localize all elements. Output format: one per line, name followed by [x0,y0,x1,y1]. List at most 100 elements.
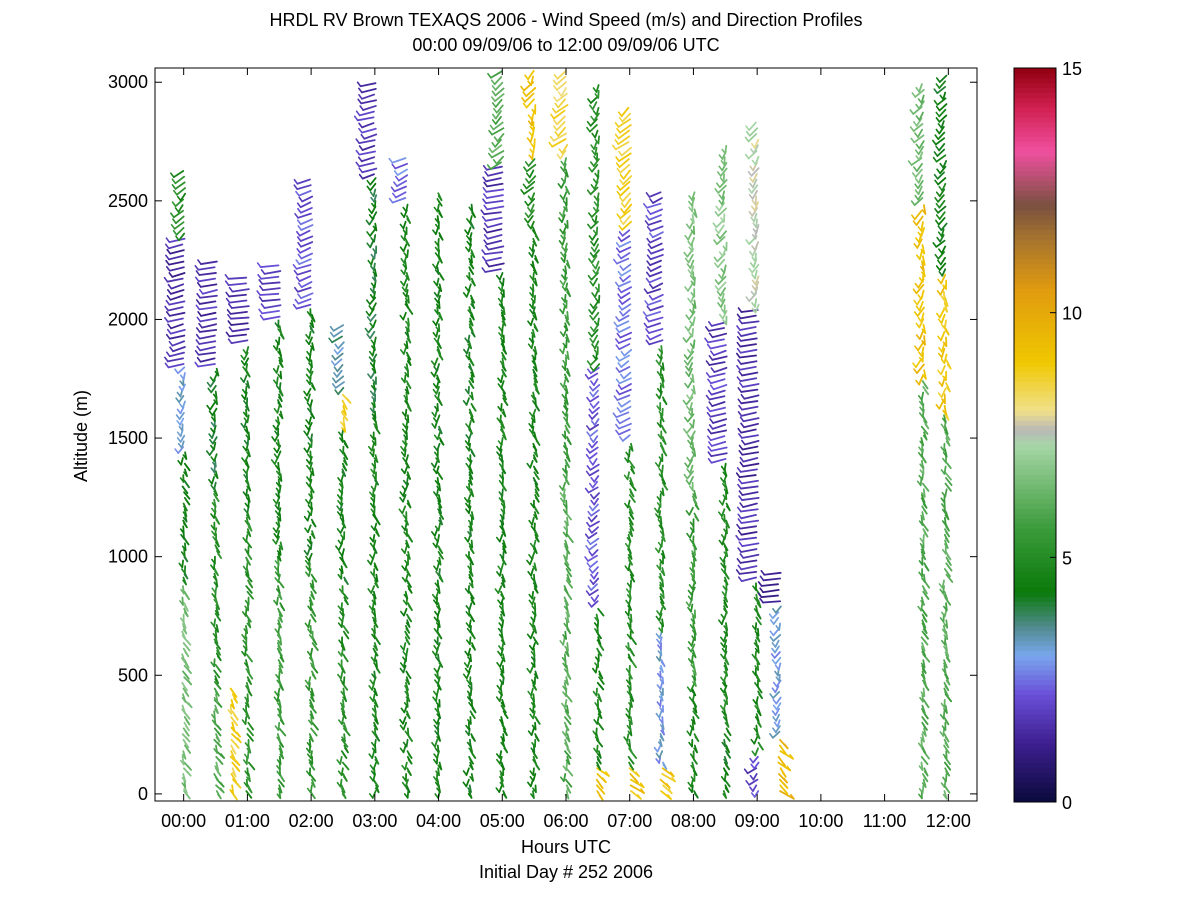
wind-barb-tick [940,423,946,430]
wind-barb-tick [240,360,246,366]
wind-barb [779,790,795,800]
wind-barb-tick [768,613,774,619]
wind-barb [372,188,377,197]
wind-barb-tick [630,468,635,475]
wind-barb-tick [469,360,475,367]
wind-barb-tick [772,727,777,734]
wind-barb-tick [686,434,692,440]
wind-barb-tick [737,529,743,536]
wind-barb [372,448,375,458]
wind-barb-tick [468,206,474,213]
wind-barb-tick [278,362,284,368]
wind-barb [531,408,537,418]
wind-barb-tick [433,639,439,645]
wind-barb-tick [693,758,698,765]
wind-barb-tick [687,606,692,613]
wind-barb-tick [233,697,238,704]
wind-barb-tick [312,588,317,594]
wind-barb-tick [935,117,941,123]
wind-barb-tick [917,316,923,323]
wind-barb-tick [588,568,594,574]
wind-barb-tick [565,319,571,326]
wind-barb-tick [617,293,622,299]
wind-barb-tick [405,628,411,634]
wind-barb [748,778,759,786]
wind-barb-tick [433,565,438,571]
wind-barb-tick [242,537,248,543]
wind-barb-tick [183,505,188,512]
colorbar-band [1014,547,1056,553]
wind-barb-tick [371,599,377,606]
wind-barb [720,298,726,308]
wind-barb-tick [754,682,759,688]
wind-barb-tick [502,394,507,401]
wind-barb [554,104,569,114]
wind-barb [913,197,924,206]
wind-barb-tick [752,222,758,229]
wind-barb [618,365,631,373]
wind-barb [498,784,503,793]
wind-barb-tick [748,250,754,257]
colorbar-band [1014,365,1056,372]
wind-barb-tick [944,543,949,549]
wind-barb-tick [941,548,947,555]
wind-barb [245,346,250,355]
wind-barb-tick [342,465,348,472]
wind-barb-tick [338,488,343,495]
wind-barb-tick [944,685,950,691]
wind-barb-tick [684,234,690,241]
wind-barb-tick [259,285,264,291]
wind-barb-tick [752,228,758,234]
wind-barb-tick [914,178,920,184]
wind-barb-tick [529,275,534,281]
wind-barb-tick [553,73,559,80]
wind-barb-tick [436,787,441,794]
wind-barb-tick [590,144,595,150]
wind-barb-tick [568,582,573,589]
wind-barb-tick [760,569,766,576]
wind-barb [596,716,600,725]
wind-barb-tick [917,226,923,232]
wind-barb [712,384,728,391]
wind-barb [920,346,925,357]
wind-barb-tick [369,288,375,294]
wind-barb-tick [920,736,925,743]
wind-barb-tick [273,408,279,414]
wind-barb-tick [399,314,405,321]
wind-barb-tick [920,673,926,680]
colorbar-band [1014,449,1056,456]
wind-barb [589,124,598,133]
wind-barb-tick [736,336,742,342]
wind-barb-tick [466,457,472,463]
wind-barb-tick [531,354,537,361]
wind-barb [615,411,630,419]
wind-barb-tick [738,541,744,547]
wind-barb [652,197,663,204]
wind-barb [468,505,472,515]
wind-barb [309,750,313,760]
wind-barb-tick [501,559,507,566]
wind-barb-tick [588,482,594,489]
wind-barb-tick [164,356,169,363]
wind-barb-tick [368,685,373,691]
wind-barb-tick [736,325,741,331]
wind-barb-tick [659,558,664,565]
wind-barb-tick [309,713,315,720]
wind-barb [394,191,407,199]
wind-barb [213,481,217,491]
wind-barb [618,343,631,351]
wind-barb [687,231,693,241]
wind-barb-tick [309,736,314,743]
wind-barb-tick [531,360,537,366]
wind-barb [213,618,217,628]
colorbar-band [1014,370,1056,377]
wind-barb-tick [368,753,374,759]
wind-barb [199,346,216,352]
wind-barb [713,366,728,373]
wind-barb-tick [691,690,697,697]
wind-barb-tick [433,690,438,697]
wind-barb-tick [566,753,572,760]
wind-barb-tick [173,189,178,196]
wind-barb-tick [659,376,665,383]
wind-barb [435,328,439,338]
